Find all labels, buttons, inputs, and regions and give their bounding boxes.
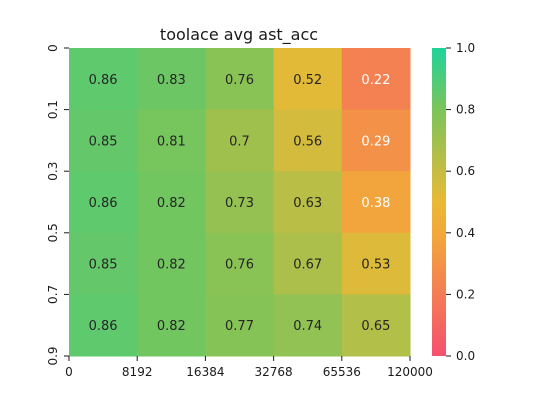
cell-value-label: 0.86 [89, 319, 118, 334]
colorbar-tick-label: 1.0 [456, 41, 475, 55]
cell-value-label: 0.52 [293, 73, 322, 88]
heatmap-cell [205, 109, 275, 172]
cell-value-label: 0.82 [157, 258, 186, 273]
cell-value-label: 0.67 [293, 258, 322, 273]
cell-value-label: 0.86 [89, 196, 118, 211]
heatmap-cell [69, 232, 138, 295]
heatmap-cell [137, 232, 206, 295]
cell-value-label: 0.76 [225, 73, 254, 88]
heatmap-cell [273, 294, 343, 357]
x-tick-label: 120000 [387, 365, 433, 379]
cell-value-label: 0.7 [229, 134, 250, 149]
x-axis: 0 8192 16384 32768 65536 120000 [65, 356, 433, 379]
heatmap-cell [273, 171, 343, 234]
y-axis: 0 0.1 0.3 0.5 0.7 0.9 [46, 44, 69, 366]
y-tick-label: 0.3 [46, 162, 60, 181]
heatmap-cell [69, 294, 138, 357]
heatmap-cell [341, 109, 411, 172]
heatmap-cell [341, 171, 411, 234]
heatmap-cell [273, 232, 343, 295]
colorbar-tick-label: 0.4 [456, 226, 475, 240]
cell-value-label: 0.56 [293, 134, 322, 149]
cell-value-label: 0.65 [361, 319, 390, 334]
heatmap-cell [341, 48, 411, 111]
colorbar-tick-label: 0.8 [456, 103, 475, 117]
cell-value-label: 0.63 [293, 196, 322, 211]
heatmap-cell [205, 171, 275, 234]
y-tick-label: 0.7 [46, 285, 60, 304]
cell-value-label: 0.76 [225, 258, 254, 273]
heatmap-cell [69, 109, 138, 172]
heatmap-cell [69, 48, 138, 111]
cell-value-label: 0.85 [89, 134, 118, 149]
colorbar-ticks: 0.0 0.2 0.4 0.6 0.8 1.0 [446, 41, 475, 363]
cell-value-label: 0.53 [361, 258, 390, 273]
cell-value-label: 0.81 [157, 134, 186, 149]
chart-title: toolace avg ast_acc [160, 25, 318, 45]
heatmap-cell [137, 294, 206, 357]
heatmap-cell [205, 48, 275, 111]
heatmap-cell [137, 171, 206, 234]
cell-value-label: 0.82 [157, 319, 186, 334]
colorbar-tick-label: 0.2 [456, 287, 475, 301]
x-tick-label: 16384 [186, 365, 224, 379]
cell-value-label: 0.73 [225, 196, 254, 211]
heatmap-cell [69, 171, 138, 234]
cell-value-label: 0.74 [293, 319, 322, 334]
heatmap-cell [273, 109, 343, 172]
y-tick-label: 0 [46, 44, 60, 52]
cell-value-label: 0.29 [361, 134, 390, 149]
x-tick-label: 8192 [122, 365, 153, 379]
cell-value-label: 0.82 [157, 196, 186, 211]
colorbar [432, 48, 446, 356]
colorbar-tick-label: 0.0 [456, 349, 475, 363]
heatmap-cell [205, 232, 275, 295]
cell-value-label: 0.83 [157, 73, 186, 88]
cell-value-label: 0.85 [89, 258, 118, 273]
y-tick-label: 0.5 [46, 223, 60, 242]
x-tick-label: 0 [65, 365, 73, 379]
heatmap-cell [137, 109, 206, 172]
heatmap-cell [205, 294, 275, 357]
y-tick-label: 0.1 [46, 100, 60, 119]
heatmap-cell [341, 294, 411, 357]
cell-value-label: 0.86 [89, 73, 118, 88]
cell-value-label: 0.38 [361, 196, 390, 211]
x-tick-label: 65536 [323, 365, 361, 379]
colorbar-tick-label: 0.6 [456, 164, 475, 178]
heatmap-cells: 0.86 0.83 0.76 0.52 0.22 0.85 0.81 0.7 0.56 0.29 0… [69, 48, 411, 357]
cell-value-label: 0.22 [361, 73, 390, 88]
cell-value-label: 0.77 [225, 319, 254, 334]
y-tick-label: 0.9 [46, 346, 60, 365]
heatmap-cell [341, 232, 411, 295]
heatmap-cell [137, 48, 206, 111]
x-tick-label: 32768 [255, 365, 293, 379]
heatmap-cell [273, 48, 343, 111]
